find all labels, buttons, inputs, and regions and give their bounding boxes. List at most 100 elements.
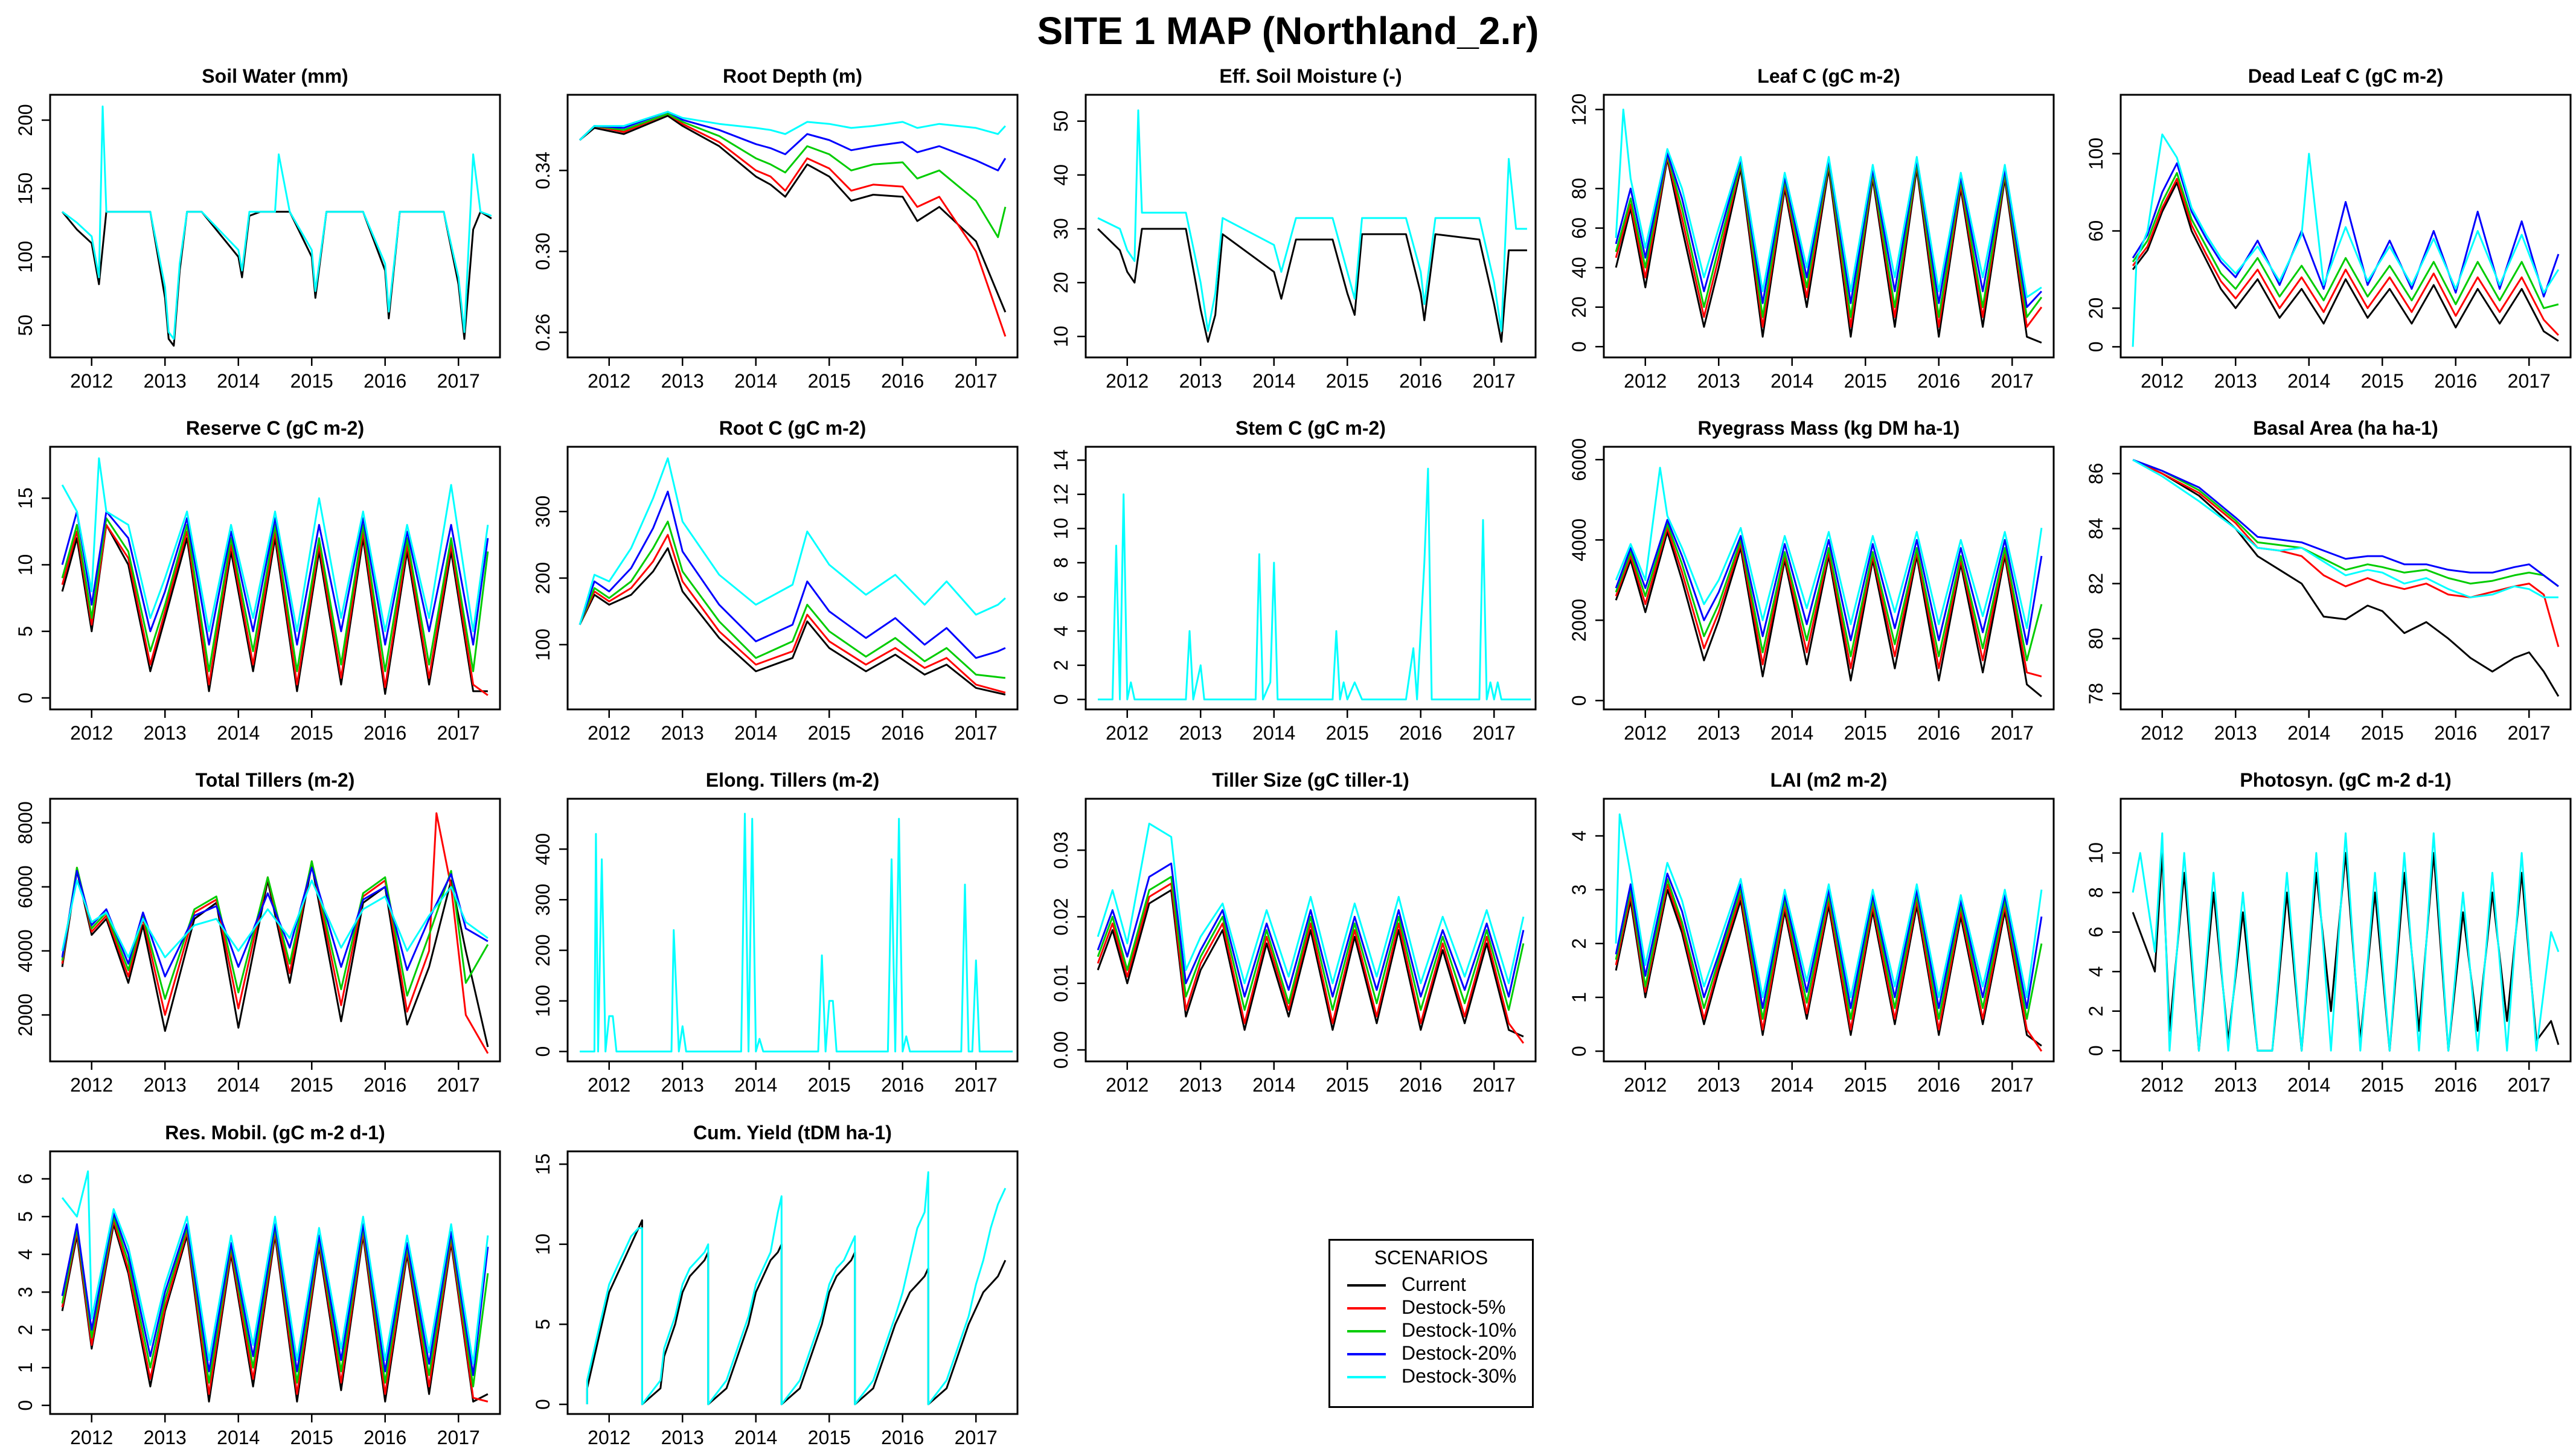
y-tick-label: 150	[14, 173, 36, 205]
chart-title: Res. Mobil. (gC m-2 d-1)	[165, 1122, 385, 1144]
y-tick-label: 12	[1050, 484, 1072, 505]
y-tick-label: 14	[1050, 449, 1072, 471]
chart-panel: Stem C (gC m-2) 2012 2013 2014 2015 2016 2017 0…	[1050, 417, 1537, 744]
y-tick-label: 50	[1050, 110, 1072, 132]
y-tick-label: 6000	[14, 865, 36, 908]
x-tick-label: 2015	[290, 1427, 333, 1448]
series-line	[61, 211, 492, 347]
series-line	[61, 1215, 489, 1387]
x-tick-label: 2016	[1917, 1074, 1960, 1096]
series-line	[61, 812, 489, 1054]
y-tick-label: 300	[532, 884, 554, 916]
legend-label: Destock-5%	[1402, 1296, 1506, 1318]
series-line	[1097, 862, 1525, 998]
chart-title: Stem C (gC m-2)	[1235, 417, 1386, 439]
x-tick-label: 2012	[588, 1074, 630, 1096]
plot-frame	[566, 798, 1019, 1063]
x-tick-label: 2016	[364, 722, 406, 744]
x-tick-label: 2013	[2214, 370, 2257, 392]
chart-panel: Cum. Yield (tDM ha-1) 2012 2013 2014 2015 201…	[532, 1122, 1019, 1448]
y-tick-label: 30	[1050, 218, 1072, 240]
y-tick-label: 120	[1568, 94, 1590, 126]
y-tick-label: 10	[532, 1233, 554, 1255]
x-tick-label: 2013	[661, 1074, 704, 1096]
x-tick-label: 2012	[588, 1427, 630, 1448]
series-line	[2132, 832, 2560, 1052]
y-tick-label: 10	[14, 554, 36, 576]
series-line	[1615, 152, 2042, 309]
chart-panel: Root C (gC m-2) 2012 2013 2014 2015 2016 2017 1…	[532, 417, 1019, 744]
series-line	[579, 113, 1007, 238]
chart-panel: Eff. Soil Moisture (-) 2012 2013 2014 2015 20…	[1050, 65, 1537, 392]
x-tick-label: 2013	[661, 1427, 704, 1448]
y-tick-label: 20	[2085, 298, 2107, 319]
y-tick-label: 400	[532, 833, 554, 865]
series-line	[61, 523, 488, 695]
x-tick-label: 2016	[364, 1074, 406, 1096]
x-tick-label: 2014	[2287, 370, 2330, 392]
y-tick-label: 0	[2085, 1045, 2107, 1056]
series-line	[578, 490, 1006, 659]
y-tick-label: 4	[1050, 625, 1072, 636]
series-line	[2132, 133, 2560, 347]
x-tick-label: 2017	[1473, 1074, 1516, 1096]
chart-panel: Dead Leaf C (gC m-2) 2012 2013 2014 2015 2016…	[2085, 65, 2572, 392]
x-tick-label: 2013	[144, 370, 187, 392]
x-tick-label: 2014	[1252, 370, 1295, 392]
y-tick-label: 2	[2085, 1006, 2107, 1017]
chart-title: Photosyn. (gC m-2 d-1)	[2240, 769, 2451, 791]
series-line	[61, 457, 489, 633]
x-tick-label: 2015	[2361, 1074, 2404, 1096]
series-line	[1615, 872, 2043, 1009]
series-line	[1615, 156, 2043, 328]
x-tick-label: 2017	[1991, 370, 2034, 392]
x-tick-label: 2014	[734, 370, 777, 392]
x-tick-label: 2012	[2141, 370, 2184, 392]
y-tick-label: 0	[1568, 341, 1590, 352]
series-line	[61, 860, 489, 1000]
y-tick-label: 15	[532, 1153, 554, 1175]
x-tick-label: 2017	[955, 370, 998, 392]
y-tick-label: 2	[1050, 660, 1072, 671]
x-tick-label: 2012	[70, 722, 113, 744]
chart-title: Root Depth (m)	[723, 65, 862, 87]
series-line	[2132, 459, 2560, 697]
series-line	[579, 110, 1007, 141]
plot-frame	[566, 446, 1019, 711]
x-tick-label: 2014	[734, 1427, 777, 1448]
y-tick-label: 80	[1568, 178, 1590, 200]
x-tick-label: 2013	[1179, 1074, 1222, 1096]
chart-panel: Leaf C (gC m-2) 2012 2013 2014 2015 2016 2017 0…	[1568, 65, 2055, 392]
x-tick-label: 2016	[1399, 370, 1442, 392]
y-tick-label: 0.30	[532, 232, 554, 270]
plot-frame	[1085, 446, 1537, 711]
x-tick-label: 2016	[1399, 722, 1442, 744]
x-tick-label: 2014	[217, 370, 260, 392]
y-tick-label: 4000	[1568, 519, 1590, 561]
x-tick-label: 2012	[1106, 1074, 1149, 1096]
y-tick-label: 100	[532, 629, 554, 661]
x-tick-label: 2015	[1326, 722, 1369, 744]
chart-title: Tiller Size (gC tiller-1)	[1212, 769, 1409, 791]
legend-swatch	[1347, 1353, 1386, 1355]
legend-item-destock-30: Destock-30%	[1330, 1365, 1532, 1388]
y-tick-label: 0	[1568, 695, 1590, 706]
x-tick-label: 2017	[437, 370, 480, 392]
series-line	[2132, 459, 2559, 587]
x-tick-label: 2015	[1326, 1074, 1369, 1096]
y-tick-label: 0	[14, 693, 36, 703]
x-tick-label: 2016	[364, 1427, 406, 1448]
series-line	[2132, 172, 2559, 309]
y-tick-label: 0	[14, 1400, 36, 1411]
x-tick-label: 2017	[955, 1427, 998, 1448]
y-tick-label: 0	[532, 1046, 554, 1057]
y-tick-label: 4	[2085, 966, 2107, 977]
x-tick-label: 2014	[1252, 722, 1295, 744]
chart-title: Total Tillers (m-2)	[196, 769, 355, 791]
y-tick-label: 10	[2085, 842, 2107, 864]
y-tick-label: 0.02	[1050, 898, 1072, 935]
plot-frame	[1603, 94, 2055, 359]
legend-item-destock-20: Destock-20%	[1330, 1342, 1532, 1365]
series-line	[61, 863, 489, 1048]
y-tick-label: 84	[2085, 518, 2107, 540]
